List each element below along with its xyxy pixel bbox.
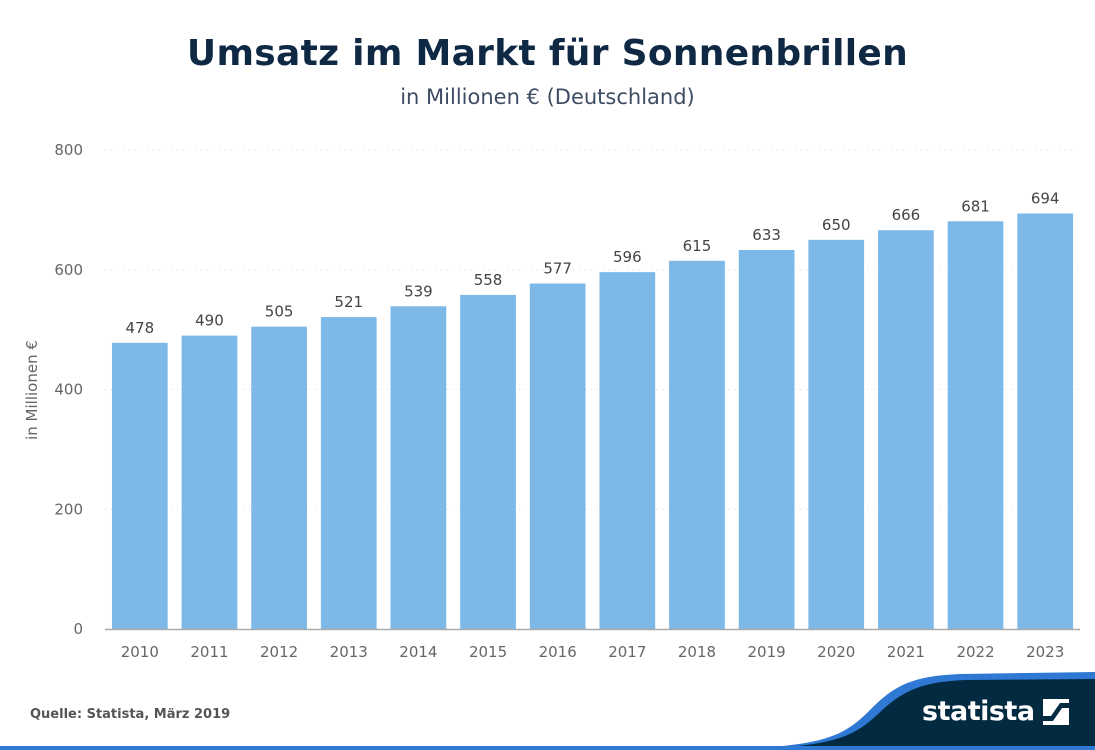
data-label: 694 (1031, 189, 1060, 207)
x-tick-label: 2020 (817, 643, 855, 660)
data-label: 490 (195, 312, 224, 330)
x-tick-label: 2017 (608, 643, 646, 660)
data-label: 650 (822, 216, 851, 234)
x-tick-label: 2019 (748, 643, 786, 660)
x-tick-label: 2016 (539, 643, 577, 660)
chart-title: Umsatz im Markt für Sonnenbrillen (186, 33, 909, 74)
bar-2016[interactable] (529, 283, 586, 629)
bar-2021[interactable] (878, 230, 934, 630)
data-label: 615 (683, 237, 712, 255)
bar-2010[interactable] (111, 342, 168, 629)
bar-2023[interactable] (1017, 213, 1074, 629)
statista-logo-icon (1042, 698, 1069, 725)
x-tick-label: 2015 (469, 643, 507, 660)
bar-2014[interactable] (390, 306, 447, 629)
footer-banner (0, 672, 1095, 750)
bar-2020[interactable] (808, 239, 865, 629)
data-label: 596 (613, 248, 642, 266)
bar-2011[interactable] (181, 335, 238, 629)
data-label: 558 (474, 271, 503, 289)
statista-logo[interactable]: statista (922, 696, 1069, 727)
data-label: 681 (961, 197, 990, 215)
data-label: 539 (404, 282, 433, 300)
x-axis-ticks: 2010 2011 2012 2013 2014 2015 2016 2017 2018 2019… (121, 643, 1065, 660)
y-axis-title: in Millionen € (23, 340, 41, 440)
x-tick-label: 2013 (330, 643, 368, 660)
x-tick-label: 2022 (956, 643, 994, 660)
data-label: 633 (752, 226, 781, 244)
footer-bottom-line (0, 746, 1095, 750)
bar-2017[interactable] (599, 272, 656, 629)
y-tick-label: 200 (54, 500, 83, 518)
data-label: 505 (265, 303, 294, 321)
bar-2015[interactable] (460, 294, 516, 629)
x-tick-label: 2018 (678, 643, 716, 660)
bars (111, 213, 1074, 630)
x-tick-label: 2010 (121, 643, 159, 660)
data-label: 521 (334, 293, 363, 311)
bar-2019[interactable] (738, 249, 795, 629)
x-tick-label: 2012 (260, 643, 298, 660)
x-tick-label: 2014 (399, 643, 437, 660)
data-label: 666 (892, 206, 921, 224)
bar-2018[interactable] (669, 260, 725, 629)
footer-dark-curve (700, 679, 1095, 750)
source-note: Quelle: Statista, März 2019 (30, 707, 231, 722)
bar-2012[interactable] (251, 326, 307, 629)
bar-2022[interactable] (947, 221, 1004, 629)
logo-text: statista (922, 696, 1035, 727)
y-tick-label: 400 (54, 381, 83, 399)
y-tick-label: 0 (73, 620, 83, 638)
bar-2013[interactable] (320, 317, 377, 629)
bar-chart: 0 200 400 600 800 478 490 505 521 539 558 577 596 61… (23, 141, 1080, 660)
chart-subtitle: in Millionen € (Deutschland) (400, 85, 695, 109)
data-label: 478 (126, 319, 155, 337)
data-label: 577 (543, 260, 572, 278)
y-tick-label: 600 (54, 261, 83, 279)
x-tick-label: 2023 (1026, 643, 1064, 660)
x-tick-label: 2021 (887, 643, 925, 660)
x-tick-label: 2011 (190, 643, 228, 660)
data-labels: 478 490 505 521 539 558 577 596 615 633 650 666 681 6… (126, 189, 1060, 336)
y-tick-label: 800 (54, 141, 83, 159)
y-axis-ticks: 0 200 400 600 800 (54, 141, 83, 638)
